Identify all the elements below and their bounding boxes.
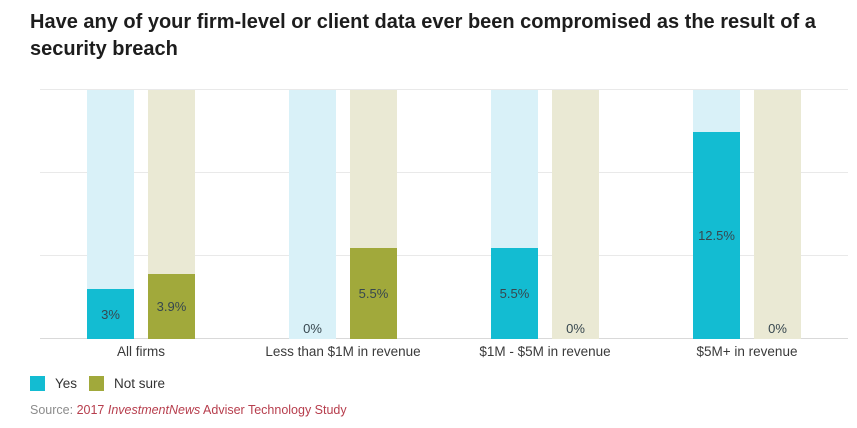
bar-track: 0% [552,90,599,339]
bar-value-label: 5.5% [499,285,530,301]
bar-value-label: 5.5% [358,285,389,301]
legend-label: Yes [55,376,78,391]
gridline [40,89,848,90]
source-line: Source: 2017 InvestmentNews Adviser Tech… [30,403,347,417]
source-prefix: Source: [30,403,77,417]
legend-label: Not sure [114,376,166,391]
bar-group: 3% 3.9% [40,90,242,339]
bar-track: 5.5% [350,90,397,339]
bar[interactable]: 12.5% [693,131,740,339]
chart-legend: Yes Not sure [30,376,177,391]
category-label: $5M+ in revenue [696,344,798,359]
bar-track: 0% [754,90,801,339]
bar[interactable]: 3.9% [148,274,195,339]
category-label: All firms [117,344,165,359]
bar-track: 12.5% [693,90,740,339]
bar-track: 5.5% [491,90,538,339]
legend-swatch [30,376,45,391]
category-axis: All firms Less than $1M in revenue $1M - $… [40,344,848,359]
bar-value-label: 0% [303,321,322,336]
bar-groups: 3% 3.9% 0% 5.5% 5.5% 0% 12.5% 0% [40,90,848,339]
legend-swatch [89,376,105,391]
bar-group: 12.5% 0% [646,90,848,339]
bar-value-label: 0% [768,321,787,336]
category-label: Less than $1M in revenue [265,344,421,359]
bar[interactable]: 5.5% [350,247,397,339]
bar-value-label: 3% [101,306,120,322]
bar-value-label: 12.5% [698,227,735,243]
bar-group: 5.5% 0% [444,90,646,339]
source-year: 2017 [76,403,108,417]
bar-track: 3% [87,90,134,339]
gridline [40,338,848,339]
bar-group: 0% 5.5% [242,90,444,339]
source-study: Adviser Technology Study [200,403,347,417]
bar-track: 0% [289,90,336,339]
bar[interactable]: 3% [87,289,134,339]
source-link[interactable]: 2017 InvestmentNews Adviser Technology S… [77,403,347,417]
legend-item: Not sure [89,376,165,391]
bar-track: 3.9% [148,90,195,339]
bar[interactable]: 5.5% [491,247,538,339]
source-publication: InvestmentNews [107,403,201,417]
gridline [40,172,848,173]
bar-value-label: 0% [566,321,585,336]
category-label: $1M - $5M in revenue [479,344,611,359]
bar-value-label: 3.9% [156,299,187,315]
plot-area: 3% 3.9% 0% 5.5% 5.5% 0% 12.5% 0% [40,89,848,339]
gridline [40,255,848,256]
chart-title: Have any of your firm-level or client da… [30,11,816,60]
legend-item: Yes [30,376,77,391]
